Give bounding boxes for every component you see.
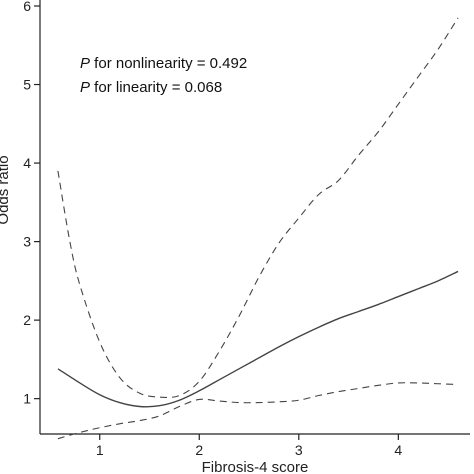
p-symbol: P: [80, 55, 90, 72]
x-ticks: 1 2 3 4: [96, 434, 402, 458]
y-ticks: 1 2 3 4 5 6: [23, 0, 40, 407]
p-value-annotation: P for linearity = 0.068: [80, 79, 222, 96]
y-tick-label: 3: [23, 234, 31, 250]
p-symbol: P: [80, 79, 90, 96]
x-axis-title: Fibrosis-4 score: [202, 459, 309, 474]
series-line-estimate: [57, 270, 459, 408]
y-tick-label: 6: [23, 0, 31, 14]
series-layer: [57, 17, 459, 440]
x-tick-label: 1: [96, 442, 104, 458]
x-tick-label: 4: [394, 442, 402, 458]
series-line-upper-ci: [57, 17, 459, 399]
series-line-lower-ci: [57, 382, 459, 440]
y-axis-title: Odds ratio: [0, 155, 12, 224]
x-tick-label: 2: [195, 442, 203, 458]
p-value-text: for nonlinearity = 0.492: [90, 55, 247, 72]
x-tick-label: 3: [295, 442, 303, 458]
y-tick-label: 5: [23, 77, 31, 93]
y-tick-label: 1: [23, 391, 31, 407]
y-tick-label: 2: [23, 312, 31, 328]
p-value-text: for linearity = 0.068: [90, 79, 222, 96]
y-tick-label: 4: [23, 155, 31, 171]
p-value-annotation: P for nonlinearity = 0.492: [80, 55, 247, 72]
